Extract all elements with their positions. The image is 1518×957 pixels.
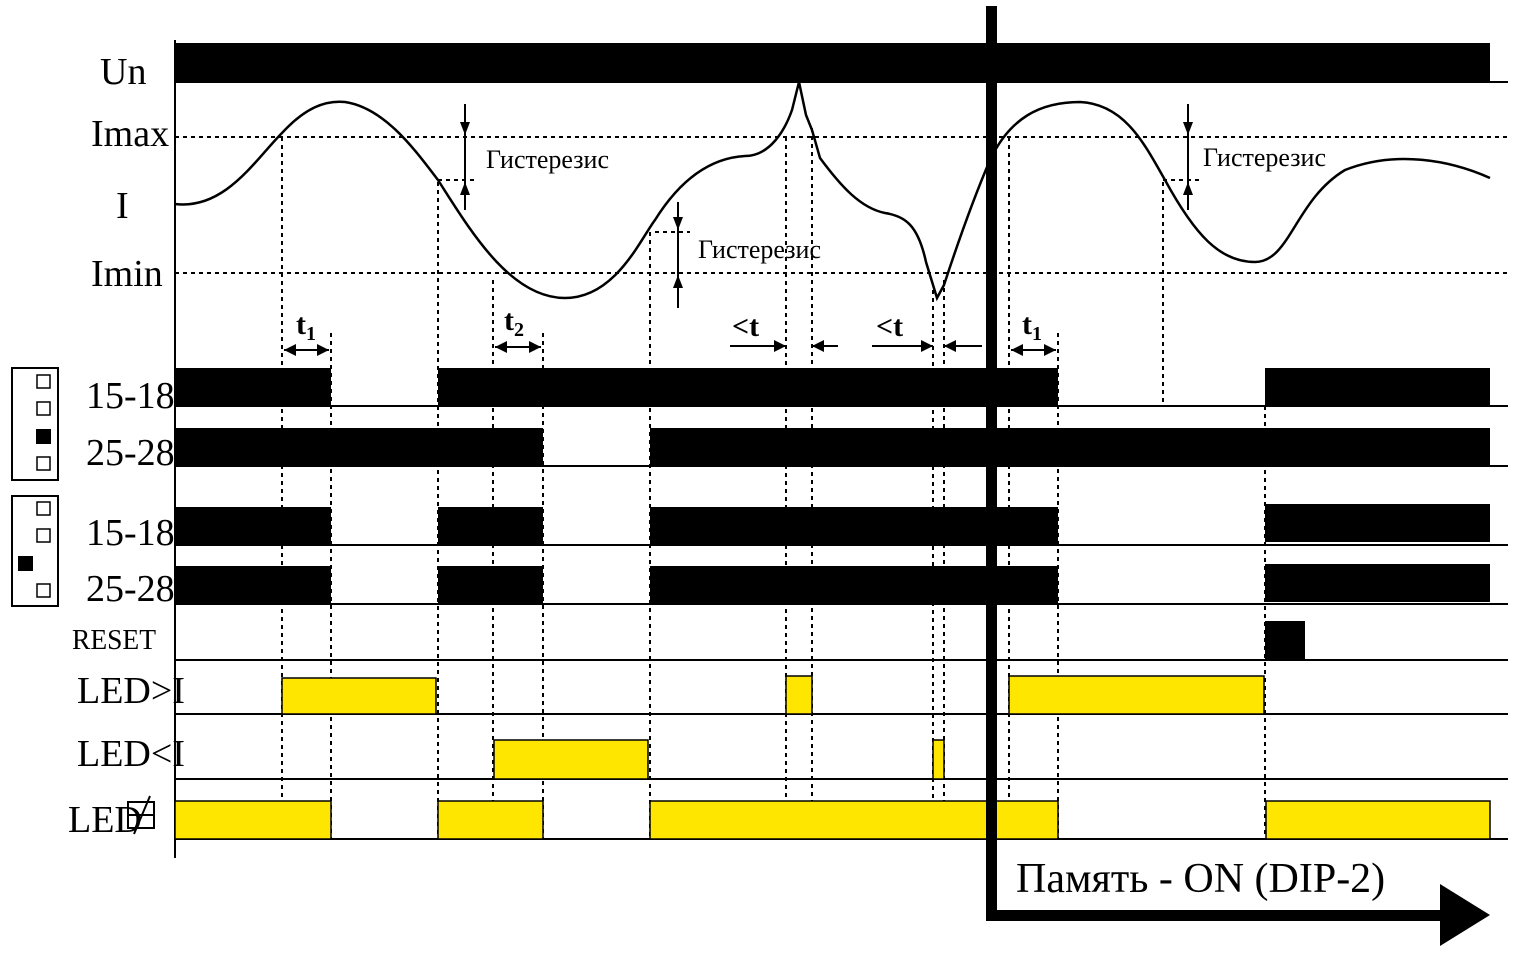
hysteresis-label-2: Гистерезис [698,235,821,264]
hysteresis-marker-1 [438,104,478,210]
label-imax: Imax [91,113,169,155]
memory-arrow-shaft [986,910,1446,921]
lt-label-1: <t [732,310,759,343]
label-led-relay: LED [68,799,142,841]
relay-coil-icon [127,795,155,835]
dip-switch-icon-a [11,367,59,481]
label-relay-a-25-28: 25-28 [86,432,175,474]
un-supply-bar [175,43,1490,81]
current-waveform [174,81,1491,302]
label-imin: Imin [91,253,163,295]
reset-pulse [1265,621,1305,660]
relay-b-25-28-bars [175,564,1490,604]
lt-delay-arrow-2 [872,340,982,352]
hysteresis-label-3: Гистерезис [1203,143,1326,172]
relay-a-25-28-bars [175,428,1490,466]
hysteresis-marker-2 [655,202,690,308]
t1-delay-arrow-2 [1011,344,1056,356]
label-reset: RESET [72,625,156,656]
led-relay-bars [174,800,1491,840]
memory-marker-bar [986,6,997,921]
led-gt-bars [281,675,1265,715]
label-relay-a-15-18: 15-18 [86,375,175,417]
t2-label: t2 [504,304,524,341]
lt-delay-arrow-1 [730,340,838,352]
relay-b-15-18-bars [175,504,1490,545]
label-un: Un [100,51,146,93]
hysteresis-label-1: Гистерезис [486,145,609,174]
t1-label-2: t1 [1022,308,1042,345]
label-i: I [116,185,129,227]
t1-delay-arrow-1 [284,344,329,356]
label-led-gt: LED>I [77,670,185,712]
led-lt-bars [493,739,945,780]
dip-switch-icon-b [11,495,59,607]
label-relay-b-25-28: 25-28 [86,568,175,610]
hysteresis-marker-3 [1163,104,1200,210]
relay-a-15-18-bars [175,368,1490,406]
memory-label: Память - ON (DIP-2) [1016,856,1385,902]
t1-label-1: t1 [296,308,316,345]
lt-label-2: <t [876,310,903,343]
label-led-lt: LED<I [77,733,185,775]
t2-delay-arrow [495,341,541,353]
memory-arrow-head [1440,884,1490,946]
label-relay-b-15-18: 15-18 [86,512,175,554]
